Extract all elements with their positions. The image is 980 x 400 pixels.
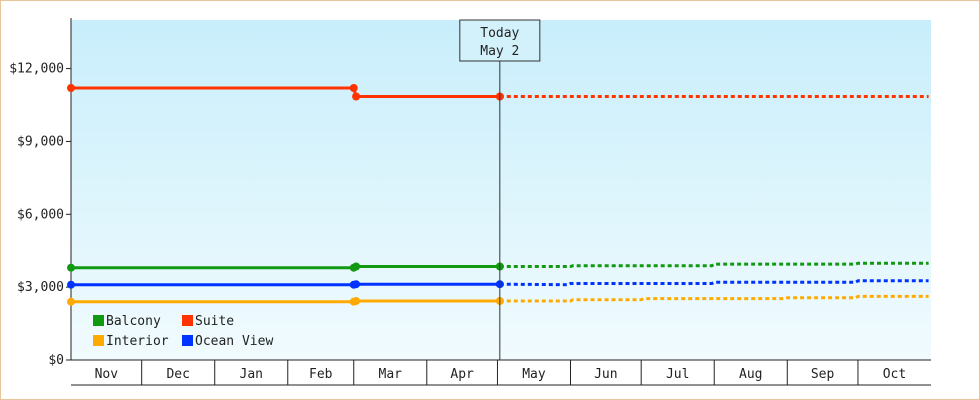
legend-label-ocean-view: Ocean View <box>195 334 273 349</box>
y-tick-label: $3,000 <box>17 280 64 295</box>
month-label: Jun <box>594 367 617 382</box>
month-label: May <box>522 367 546 382</box>
series-forecast-balcony <box>499 261 929 268</box>
legend-label-balcony: Balcony <box>106 314 161 329</box>
month-label: Dec <box>166 367 189 382</box>
today-box <box>459 19 541 62</box>
data-point <box>67 84 75 92</box>
data-point <box>352 296 361 305</box>
y-tick-label: $9,000 <box>17 134 64 149</box>
month-label: Nov <box>95 367 119 382</box>
data-point <box>67 280 75 289</box>
month-label: Aug <box>739 367 762 382</box>
data-point <box>67 263 75 272</box>
x-axis: Nov Dec Jan Feb Mar Apr May Jun Jul Aug Sep Oct <box>71 359 931 386</box>
month-label: Jan <box>240 367 263 382</box>
legend-swatch-interior <box>93 335 104 346</box>
series-line-balcony <box>71 265 500 270</box>
series-line-suite <box>71 86 500 98</box>
legend-label-interior: Interior <box>106 334 169 349</box>
month-label: Feb <box>309 367 333 382</box>
month-label: Jul <box>666 367 689 382</box>
data-point <box>352 262 361 271</box>
series-forecast-ocean-view <box>499 279 929 287</box>
series-layer <box>67 84 929 306</box>
plot-area <box>71 20 931 360</box>
series-forecast-interior <box>499 294 929 303</box>
y-axis: $0 $3,000 $6,000 $9,000 $12,000 <box>9 18 72 368</box>
legend-label-suite: Suite <box>195 314 234 329</box>
today-label: Today <box>480 26 519 41</box>
y-tick-label: $0 <box>48 353 64 368</box>
legend: Balcony Suite Interior Ocean View <box>93 314 273 349</box>
y-tick-label: $12,000 <box>9 62 64 77</box>
series-line-interior <box>71 299 500 304</box>
data-point <box>67 297 75 306</box>
today-date: May 2 <box>480 44 519 59</box>
series-line-ocean-view <box>71 282 500 287</box>
data-point <box>349 84 358 92</box>
legend-swatch-suite <box>182 315 193 326</box>
month-label: Apr <box>450 367 474 382</box>
y-tick-label: $6,000 <box>17 207 64 222</box>
legend-swatch-ocean-view <box>182 335 193 346</box>
month-label: Oct <box>883 367 906 382</box>
data-point <box>352 92 361 101</box>
data-point <box>352 280 361 289</box>
today-marker: Today May 2 <box>459 19 541 360</box>
legend-swatch-balcony <box>93 315 104 326</box>
month-label: Mar <box>379 367 403 382</box>
month-label: Sep <box>811 367 835 382</box>
